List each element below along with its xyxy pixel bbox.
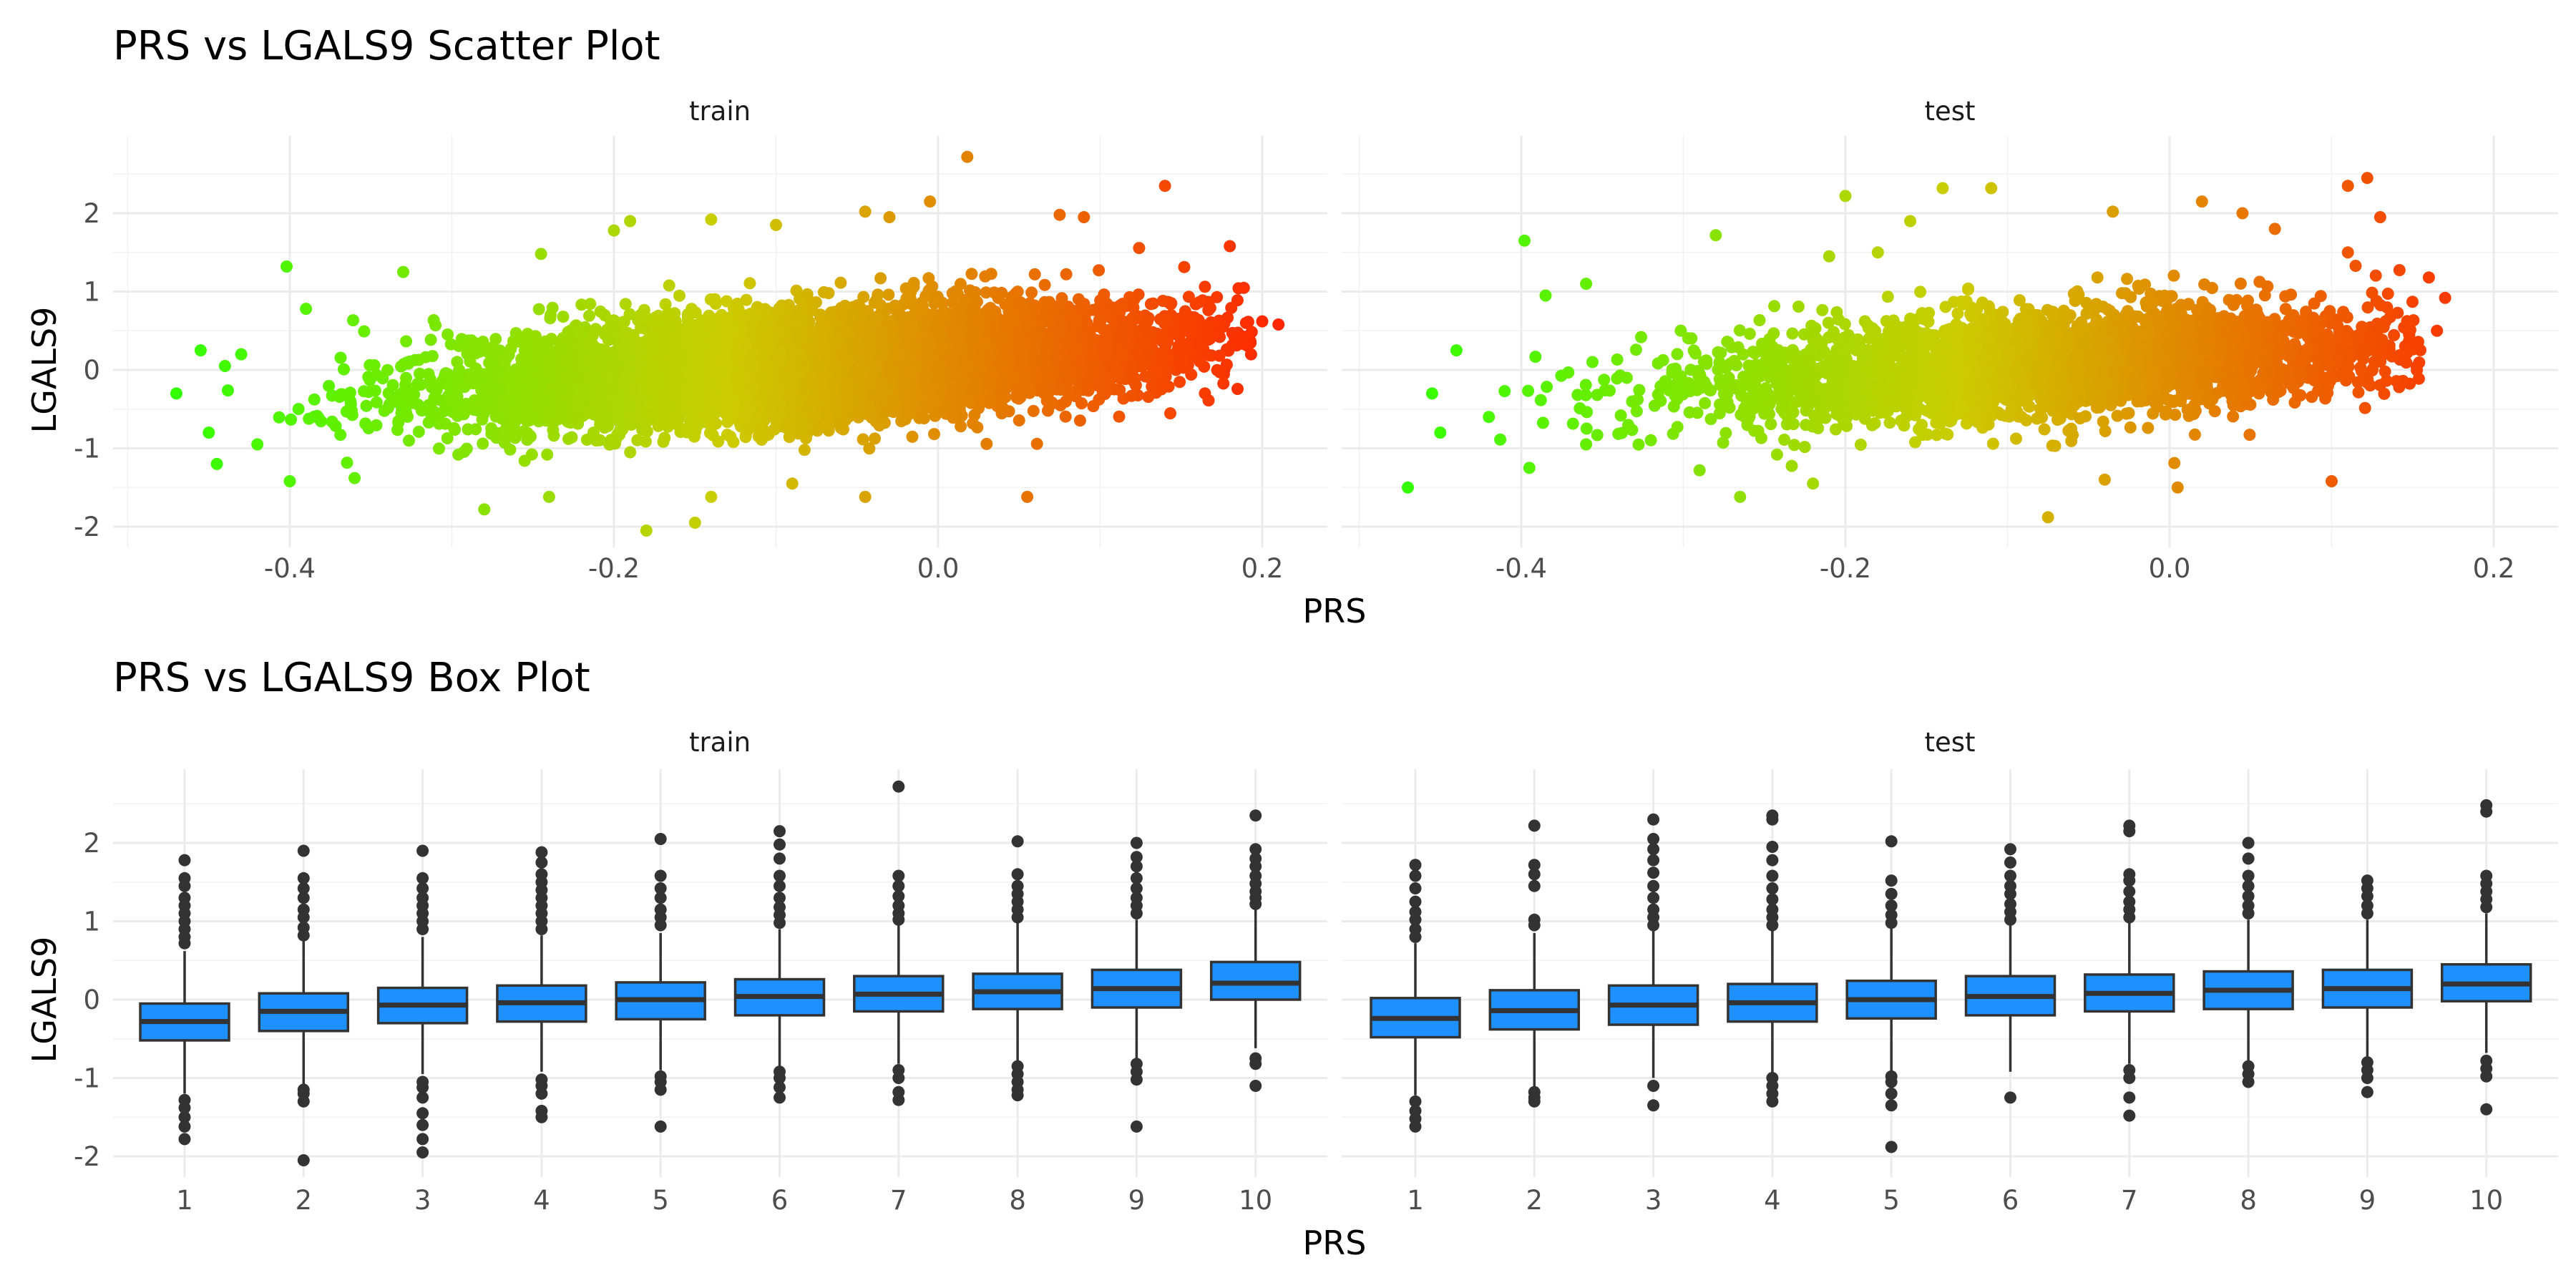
scatter-point: [1164, 407, 1176, 420]
scatter-point: [222, 384, 234, 397]
scatter-point: [341, 457, 353, 469]
scatter-point: [1214, 331, 1226, 343]
scatter-point: [329, 419, 342, 432]
scatter-point: [541, 448, 554, 461]
scatter-point: [338, 363, 350, 376]
scatter-point: [452, 409, 464, 422]
scatter-point: [273, 411, 286, 424]
scatter-point: [1231, 383, 1244, 395]
scatter-point: [583, 309, 595, 322]
scatter-point: [1113, 410, 1126, 423]
scatter-point: [980, 437, 993, 450]
scatter-point: [360, 399, 373, 412]
scatter-point: [1073, 414, 1086, 427]
scatter-point: [624, 446, 637, 459]
scatter-point: [412, 425, 425, 438]
scatter-point: [545, 308, 557, 321]
scatter-point: [1060, 268, 1073, 280]
scatter-point: [1237, 281, 1250, 294]
scatter-point: [1199, 280, 1211, 293]
scatter-point: [639, 435, 652, 448]
scatter-point: [308, 393, 321, 406]
scatter-point: [400, 335, 413, 348]
scatter-point: [822, 287, 835, 300]
scatter-point: [1027, 404, 1040, 417]
scatter-point: [870, 293, 883, 306]
scatter-point: [882, 288, 895, 301]
scatter-point: [721, 295, 733, 308]
scatter-point: [634, 308, 647, 321]
scatter-point: [619, 298, 632, 311]
scatter-point: [424, 333, 437, 346]
scatter-point: [1087, 400, 1100, 413]
scatter-point: [1202, 394, 1215, 407]
scatter-point: [433, 442, 445, 455]
scatter-point: [370, 396, 383, 409]
scatter-point: [743, 277, 756, 290]
scatter-point: [358, 385, 371, 398]
scatter-point: [1038, 278, 1051, 291]
scatter-point: [965, 268, 978, 280]
scatter-point: [1013, 414, 1025, 426]
scatter-point: [1030, 437, 1043, 450]
scatter-point: [1185, 369, 1198, 381]
scatter-point: [292, 403, 305, 416]
scatter-point: [370, 419, 383, 431]
scatter-point: [922, 272, 935, 285]
scatter-point: [857, 433, 869, 446]
scatter-point: [557, 311, 570, 323]
scatter-point: [1025, 286, 1038, 299]
scatter-point: [562, 432, 575, 445]
scatter-point: [659, 298, 672, 311]
scatter-point: [1178, 260, 1191, 273]
scatter-point: [525, 448, 538, 461]
scatter-point: [427, 314, 440, 326]
scatter-point: [732, 303, 745, 316]
scatter-point: [1202, 304, 1215, 316]
scatter-point: [285, 413, 298, 426]
scatter-point: [403, 434, 415, 447]
scatter-point: [462, 423, 474, 436]
data-marks: [139, 150, 2532, 1166]
scatter-point: [311, 409, 323, 422]
